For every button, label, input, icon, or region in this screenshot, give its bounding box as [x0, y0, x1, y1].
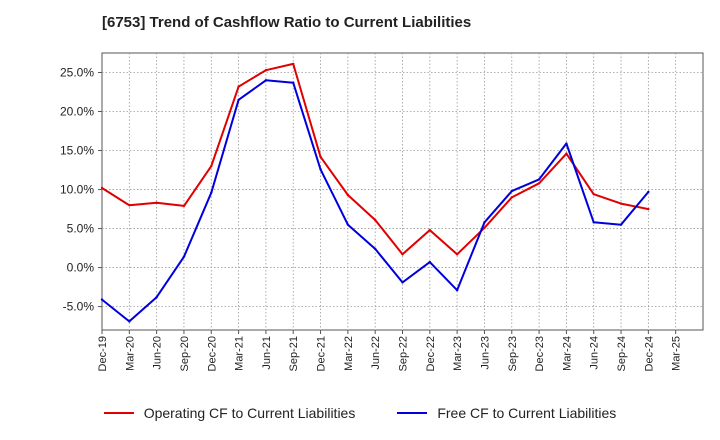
legend-swatch-free-cf [397, 412, 428, 414]
data-point-free-cf [237, 98, 240, 102]
x-tick-label: Jun-20 [152, 336, 164, 370]
y-tick-label: 10.0% [60, 183, 94, 197]
data-point-free-cf [373, 247, 377, 251]
data-point-operating-cf [537, 182, 541, 185]
data-point-free-cf [182, 255, 186, 258]
data-point-free-cf [292, 81, 295, 84]
data-point-operating-cf [128, 203, 131, 207]
data-point-operating-cf [237, 85, 240, 88]
data-point-free-cf [455, 289, 459, 292]
data-point-operating-cf [210, 164, 213, 168]
x-tick-label: Mar-25 [671, 336, 683, 371]
grid-lines [102, 53, 703, 330]
x-tick-label: Sep-20 [179, 336, 191, 371]
data-point-operating-cf [647, 207, 650, 211]
y-tick-label: 25.0% [60, 66, 94, 80]
data-point-operating-cf [565, 152, 568, 155]
data-point-free-cf [483, 221, 486, 224]
x-tick-label: Mar-20 [124, 336, 136, 371]
data-point-free-cf [592, 221, 595, 224]
legend-label-free-cf: Free CF to Current Liabilities [437, 405, 617, 421]
y-tick-label: 15.0% [60, 144, 94, 158]
data-point-operating-cf [155, 201, 158, 205]
y-tick-label: 0.0% [67, 261, 95, 275]
y-tick-label: -5.0% [63, 300, 95, 314]
data-point-free-cf [155, 296, 158, 299]
data-point-free-cf [319, 168, 322, 171]
data-point-free-cf [537, 178, 541, 181]
data-point-operating-cf [510, 196, 513, 199]
data-point-operating-cf [346, 193, 350, 197]
x-tick-label: Dec-20 [206, 336, 218, 371]
x-tick-label: Sep-24 [616, 336, 628, 371]
data-point-operating-cf [264, 68, 268, 72]
data-point-operating-cf [401, 253, 404, 256]
x-tick-label: Dec-24 [643, 336, 655, 371]
x-tick-label: Dec-23 [534, 336, 546, 371]
data-point-operating-cf [455, 253, 459, 256]
data-point-operating-cf [373, 218, 377, 222]
x-tick-label: Mar-24 [561, 336, 573, 371]
x-tick-label: Sep-21 [288, 336, 300, 371]
x-tick-label: Jun-22 [370, 336, 382, 370]
data-point-free-cf [100, 298, 104, 301]
x-tick-label: Dec-21 [316, 336, 328, 371]
data-point-operating-cf [319, 155, 322, 158]
data-point-operating-cf [428, 228, 432, 232]
data-point-free-cf [428, 260, 432, 264]
chart-title: [6753] Trend of Cashflow Ratio to Curren… [102, 14, 472, 31]
x-tick-label: Jun-23 [479, 336, 491, 370]
data-point-free-cf [565, 142, 568, 145]
x-tick-label: Sep-23 [507, 336, 519, 371]
x-tick-label: Dec-22 [425, 336, 437, 371]
data-point-free-cf [510, 189, 513, 193]
data-point-free-cf [264, 79, 268, 82]
data-point-operating-cf [592, 193, 595, 196]
legend-label-operating-cf: Operating CF to Current Liabilities [143, 405, 356, 421]
x-tick-label: Mar-21 [234, 336, 246, 371]
plot-area [101, 52, 704, 331]
data-point-free-cf [346, 223, 350, 226]
data-point-free-cf [647, 190, 650, 194]
x-axis-ticks: Dec-19 Mar-20 Jun-20 Sep-20 Dec-20 Mar-21 Jun-… [97, 330, 683, 371]
x-tick-label: Sep-22 [398, 336, 410, 371]
data-point-operating-cf [182, 204, 186, 208]
data-point-operating-cf [483, 226, 486, 229]
series-lines [100, 62, 650, 323]
y-tick-label: 20.0% [60, 105, 94, 119]
legend: Operating CF to Current Liabilities Free… [0, 405, 720, 421]
y-tick-label: 5.0% [67, 222, 95, 236]
data-point-operating-cf [619, 202, 623, 205]
x-tick-label: Jun-24 [589, 336, 601, 370]
legend-item-operating-cf: Operating CF to Current Liabilities [103, 405, 356, 421]
data-point-operating-cf [292, 62, 295, 66]
data-point-operating-cf [100, 186, 104, 190]
x-tick-label: Jun-21 [261, 336, 273, 370]
legend-item-free-cf: Free CF to Current Liabilities [397, 405, 616, 421]
data-point-free-cf [619, 223, 623, 226]
legend-swatch-operating-cf [103, 412, 134, 414]
x-tick-label: Mar-23 [452, 336, 464, 371]
data-point-free-cf [401, 281, 404, 284]
x-tick-label: Mar-22 [343, 336, 355, 371]
y-axis-ticks: -5.0% 0.0% 5.0% 10.0% 15.0% 20.0% 25.0% [60, 66, 102, 314]
data-point-free-cf [128, 320, 131, 323]
x-tick-label: Dec-19 [97, 336, 109, 371]
data-point-free-cf [210, 191, 213, 194]
